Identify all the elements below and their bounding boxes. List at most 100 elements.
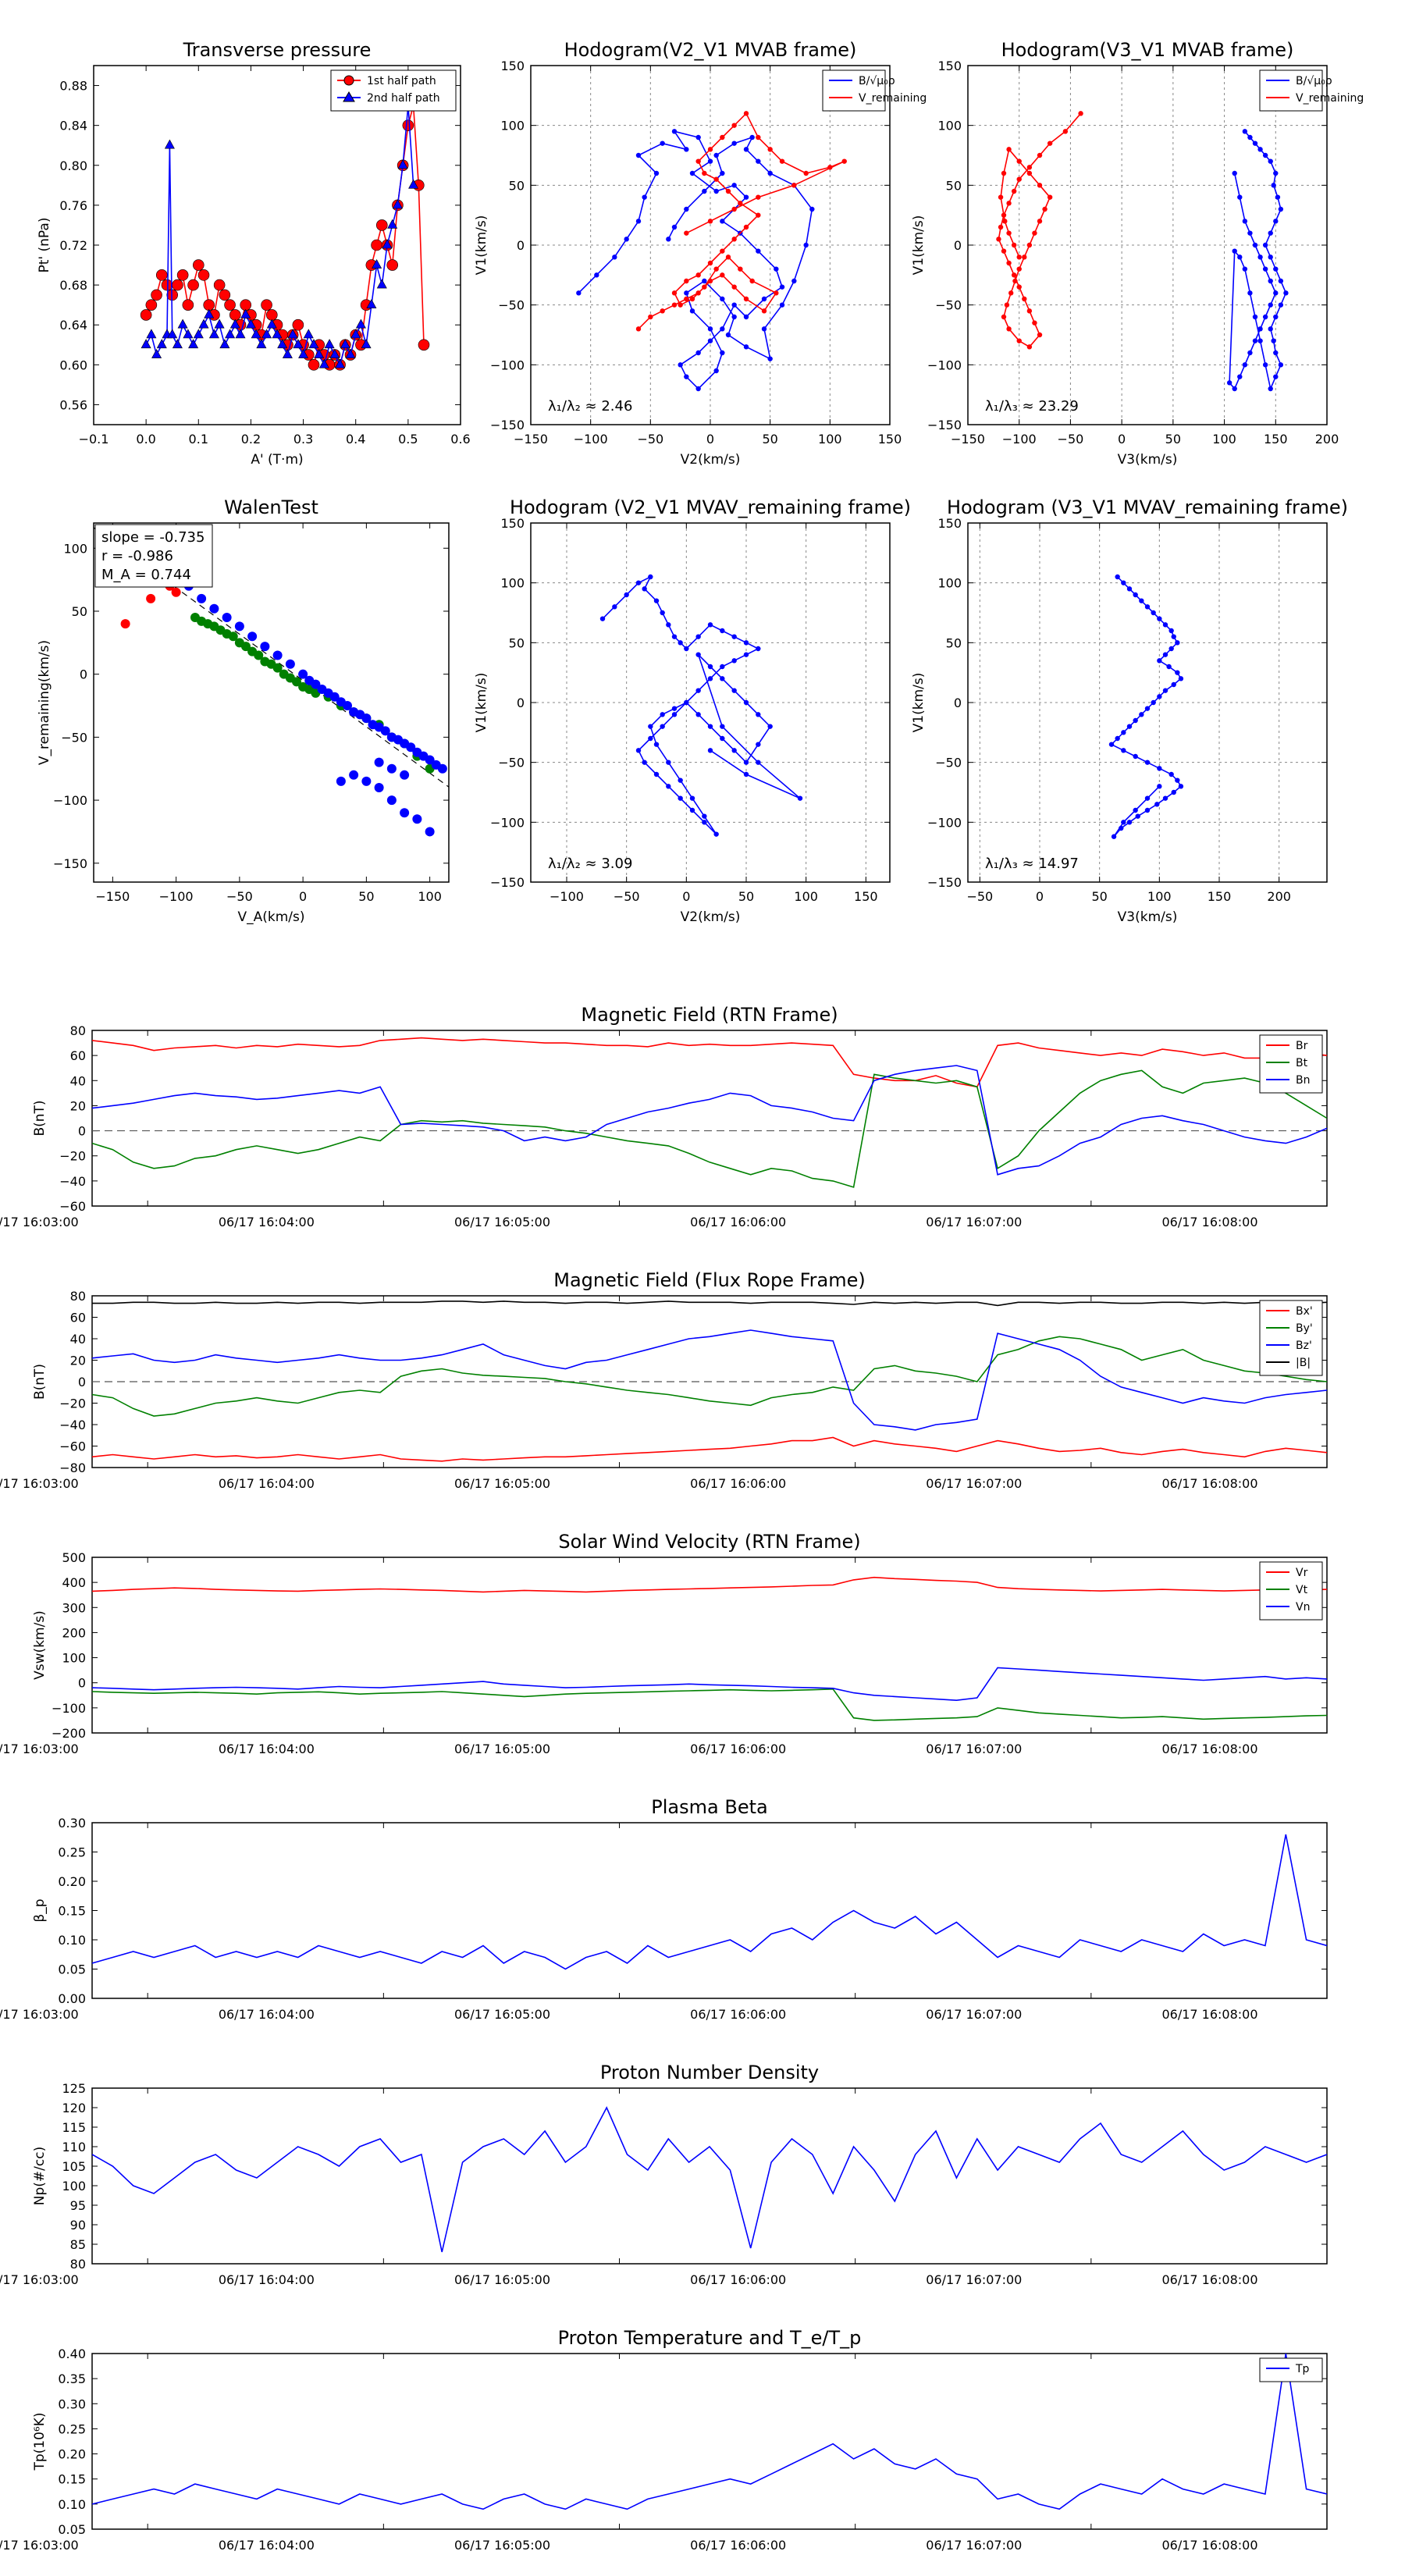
data-point	[738, 266, 743, 272]
x-tick-label: 50	[738, 889, 754, 904]
data-point	[660, 712, 665, 717]
data-point	[695, 134, 701, 141]
y-axis-label: Np(#/cc)	[32, 2147, 48, 2205]
data-point	[145, 299, 158, 311]
x-axis-label: V2(km/s)	[681, 452, 741, 468]
x-tick-label: −100	[550, 889, 584, 904]
x-tick-label: 06/17 16:04:00	[219, 2538, 315, 2553]
chart-tp: 0.56 0.60 0.64 0.68 0.72 0.76 0.80 0.84 0.88 −0.1…	[37, 39, 471, 468]
y-tick-label: 0.10	[58, 1933, 86, 1948]
data-point	[224, 299, 236, 311]
data-point	[1242, 129, 1248, 134]
data-point	[743, 111, 749, 116]
data-point	[720, 724, 725, 729]
data-point	[720, 219, 725, 224]
data-point	[635, 748, 642, 753]
data-point	[400, 770, 410, 780]
data-point	[743, 194, 749, 200]
y-tick-label: 300	[62, 1600, 86, 1615]
plot-series-group	[92, 1834, 1327, 1970]
data-point	[678, 640, 683, 646]
data-point	[1273, 170, 1279, 176]
data-point	[1162, 688, 1168, 693]
data-point	[261, 329, 272, 339]
legend-label: B/√μ₀ρ	[859, 75, 895, 87]
data-point	[1111, 834, 1117, 839]
data-point	[1133, 753, 1138, 760]
chart-tp_temp: 0.05 0.10 0.15 0.20 0.25 0.30 0.35 0.40 06/17 16…	[0, 2327, 1328, 2553]
x-tick-label: 0.3	[293, 432, 313, 447]
chart-mag_fr: −80 −60 −40 −20 0 20 40 60 80 06/17 16:03:00 06/17…	[0, 1269, 1328, 1491]
data-point	[1157, 616, 1162, 621]
data-point	[208, 329, 219, 339]
data-point	[261, 299, 272, 311]
y-tick-label: 125	[62, 2081, 86, 2096]
data-point	[720, 350, 725, 356]
x-tick-label: −100	[1002, 432, 1037, 447]
data-point	[1115, 735, 1120, 742]
data-point	[1257, 338, 1263, 343]
data-point	[198, 318, 209, 329]
data-point	[1242, 219, 1248, 224]
data-point	[1001, 248, 1007, 254]
data-point	[695, 272, 701, 278]
data-point	[1006, 201, 1012, 206]
data-point	[756, 646, 761, 652]
data-point	[1237, 254, 1243, 260]
data-point	[1273, 219, 1279, 224]
data-point	[743, 771, 749, 777]
data-point	[1247, 350, 1253, 356]
chart-h1: −150 −100 −50 0 50 100 150 −150 −100 −50 0 50 100 150…	[474, 39, 927, 468]
y-tick-label: 60	[70, 1048, 86, 1063]
data-point	[660, 141, 665, 146]
plot-area	[92, 2354, 1327, 2529]
y-tick-label: 0.88	[59, 79, 87, 94]
data-point	[756, 760, 761, 765]
y-tick-label: 0.68	[59, 278, 87, 293]
chart-np: 80 85 90 95 100 105 110 115 120 125 06/17 16:03:00…	[0, 2062, 1328, 2287]
x-tick-label: 06/17 16:03:00	[0, 1476, 79, 1491]
data-point	[720, 664, 725, 670]
data-point	[695, 712, 701, 717]
data-point	[1047, 194, 1053, 200]
legend-label: Bx'	[1296, 1305, 1313, 1318]
data-point	[648, 735, 653, 742]
data-point	[1237, 374, 1243, 379]
x-axis-label: V3(km/s)	[1118, 909, 1178, 925]
data-point	[720, 248, 725, 254]
y-tick-label: 0.80	[59, 158, 87, 173]
data-point	[164, 139, 175, 149]
data-point	[707, 260, 713, 266]
data-point	[146, 593, 156, 603]
x-tick-label: 100	[818, 432, 842, 447]
data-point	[1268, 158, 1273, 164]
series-line-Vt	[92, 1688, 1327, 1721]
data-point	[298, 669, 308, 679]
data-point	[707, 676, 713, 681]
legend-label: Bn	[1296, 1074, 1310, 1087]
x-tick-label: 06/17 16:07:00	[926, 1476, 1022, 1491]
legend-label: 2nd half path	[367, 92, 440, 105]
y-tick-label: 80	[70, 2257, 86, 2272]
data-point	[756, 212, 761, 218]
data-point	[1273, 314, 1279, 320]
data-point	[1278, 362, 1284, 368]
y-tick-label: 0.05	[58, 2522, 86, 2537]
data-point	[666, 784, 671, 789]
legend-box	[1259, 69, 1323, 112]
data-point	[666, 760, 671, 765]
data-point	[635, 152, 642, 158]
data-point	[234, 621, 244, 632]
x-tick-label: −50	[614, 889, 640, 904]
data-point	[1237, 194, 1243, 200]
data-point	[1278, 302, 1284, 308]
series-line-By'	[92, 1336, 1327, 1417]
data-point	[1162, 795, 1168, 801]
y-tick-label: 60	[70, 1311, 86, 1325]
data-point	[229, 318, 240, 329]
x-tick-label: 150	[1264, 432, 1288, 447]
x-tick-label: 06/17 16:06:00	[690, 2538, 786, 2553]
data-point	[1011, 272, 1017, 278]
data-point	[171, 587, 181, 597]
plot-frame	[530, 65, 891, 425]
